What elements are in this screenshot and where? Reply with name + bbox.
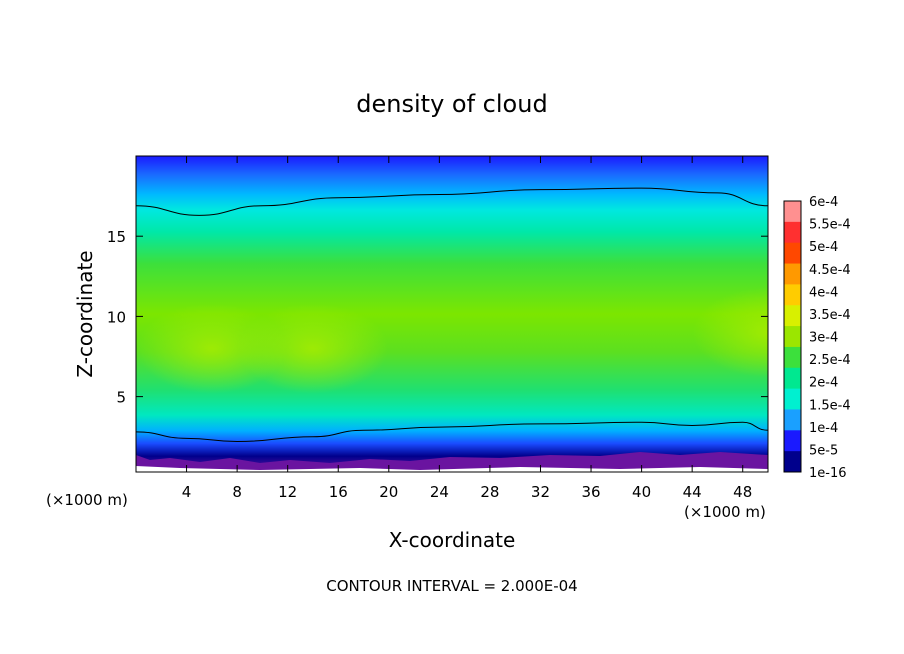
colorbar-label: 5e-5 <box>809 443 838 458</box>
colorbar-label: 1e-4 <box>809 421 838 436</box>
colorbar-swatch <box>784 388 801 410</box>
colorbar-label: 3.5e-4 <box>809 308 851 323</box>
colorbar-swatch <box>784 367 801 390</box>
x-unit-right: (×1000 m) <box>684 503 766 521</box>
colorbar-label: 6e-4 <box>809 195 838 210</box>
heatmap-field <box>136 156 768 472</box>
y-axis-label: Z-coordinate <box>73 250 97 377</box>
x-tick-label: 36 <box>581 483 600 501</box>
colorbar-label: 5e-4 <box>809 240 838 255</box>
colorbar: 6e-4 5.5e-4 5e-4 4.5e-4 4e-4 3.5e-4 3e-4 2.5e-4… <box>783 195 851 481</box>
y-tick-label: 15 <box>107 228 126 246</box>
x-tick-label: 44 <box>683 483 702 501</box>
field-peak <box>237 303 388 394</box>
x-tick-label: 16 <box>329 483 348 501</box>
colorbar-label: 4.5e-4 <box>809 263 851 278</box>
colorbar-label: 1e-16 <box>809 466 847 481</box>
y-tick-label: 10 <box>107 308 126 326</box>
x-tick-label: 48 <box>733 483 752 501</box>
x-tick-label: 8 <box>232 483 242 501</box>
x-tick-label: 12 <box>278 483 297 501</box>
x-tick-label: 24 <box>430 483 449 501</box>
colorbar-swatch <box>784 305 801 327</box>
colorbar-swatch <box>784 430 801 452</box>
contour-line <box>136 187 768 216</box>
x-unit-left: (×1000 m) <box>46 491 128 509</box>
colorbar-swatch <box>784 451 801 473</box>
colorbar-swatch <box>784 346 801 369</box>
x-tick-label: 20 <box>379 483 398 501</box>
y-tick-label: 5 <box>116 389 126 407</box>
colorbar-swatch <box>784 201 801 223</box>
field-peak <box>693 287 768 378</box>
colorbar-label: 4e-4 <box>809 285 838 300</box>
colorbar-swatch <box>784 326 801 348</box>
contour-line <box>136 421 768 443</box>
x-tick-label: 40 <box>632 483 651 501</box>
x-axis-label: X-coordinate <box>389 528 516 552</box>
colorbar-swatch <box>784 221 801 244</box>
x-tick-label: 28 <box>480 483 499 501</box>
field-peaks <box>136 287 768 394</box>
contour-lines <box>136 187 768 443</box>
x-tick-label: 32 <box>531 483 550 501</box>
y-axis: 5 10 15 <box>107 228 768 407</box>
chart-title: density of cloud <box>356 90 547 118</box>
purple-ground-band <box>136 452 768 472</box>
colorbar-swatch <box>784 409 801 431</box>
plot-frame <box>135 155 769 473</box>
colorbar-label: 3e-4 <box>809 331 838 346</box>
colorbar-label: 1.5e-4 <box>809 398 851 413</box>
colorbar-label: 2.5e-4 <box>809 353 851 368</box>
x-axis: 4 8 12 16 20 24 28 32 36 40 44 48 <box>182 156 752 501</box>
colorbar-swatch <box>784 284 801 306</box>
white-ground-band <box>136 466 768 472</box>
colorbar-swatch <box>784 242 801 265</box>
footer-contour-interval: CONTOUR INTERVAL = 2.000E-04 <box>326 577 577 595</box>
colorbar-swatch <box>784 263 801 285</box>
colorbar-frame <box>783 200 802 473</box>
colorbar-label: 5.5e-4 <box>809 218 851 233</box>
x-tick-label: 4 <box>182 483 192 501</box>
colorbar-label: 2e-4 <box>809 376 838 391</box>
